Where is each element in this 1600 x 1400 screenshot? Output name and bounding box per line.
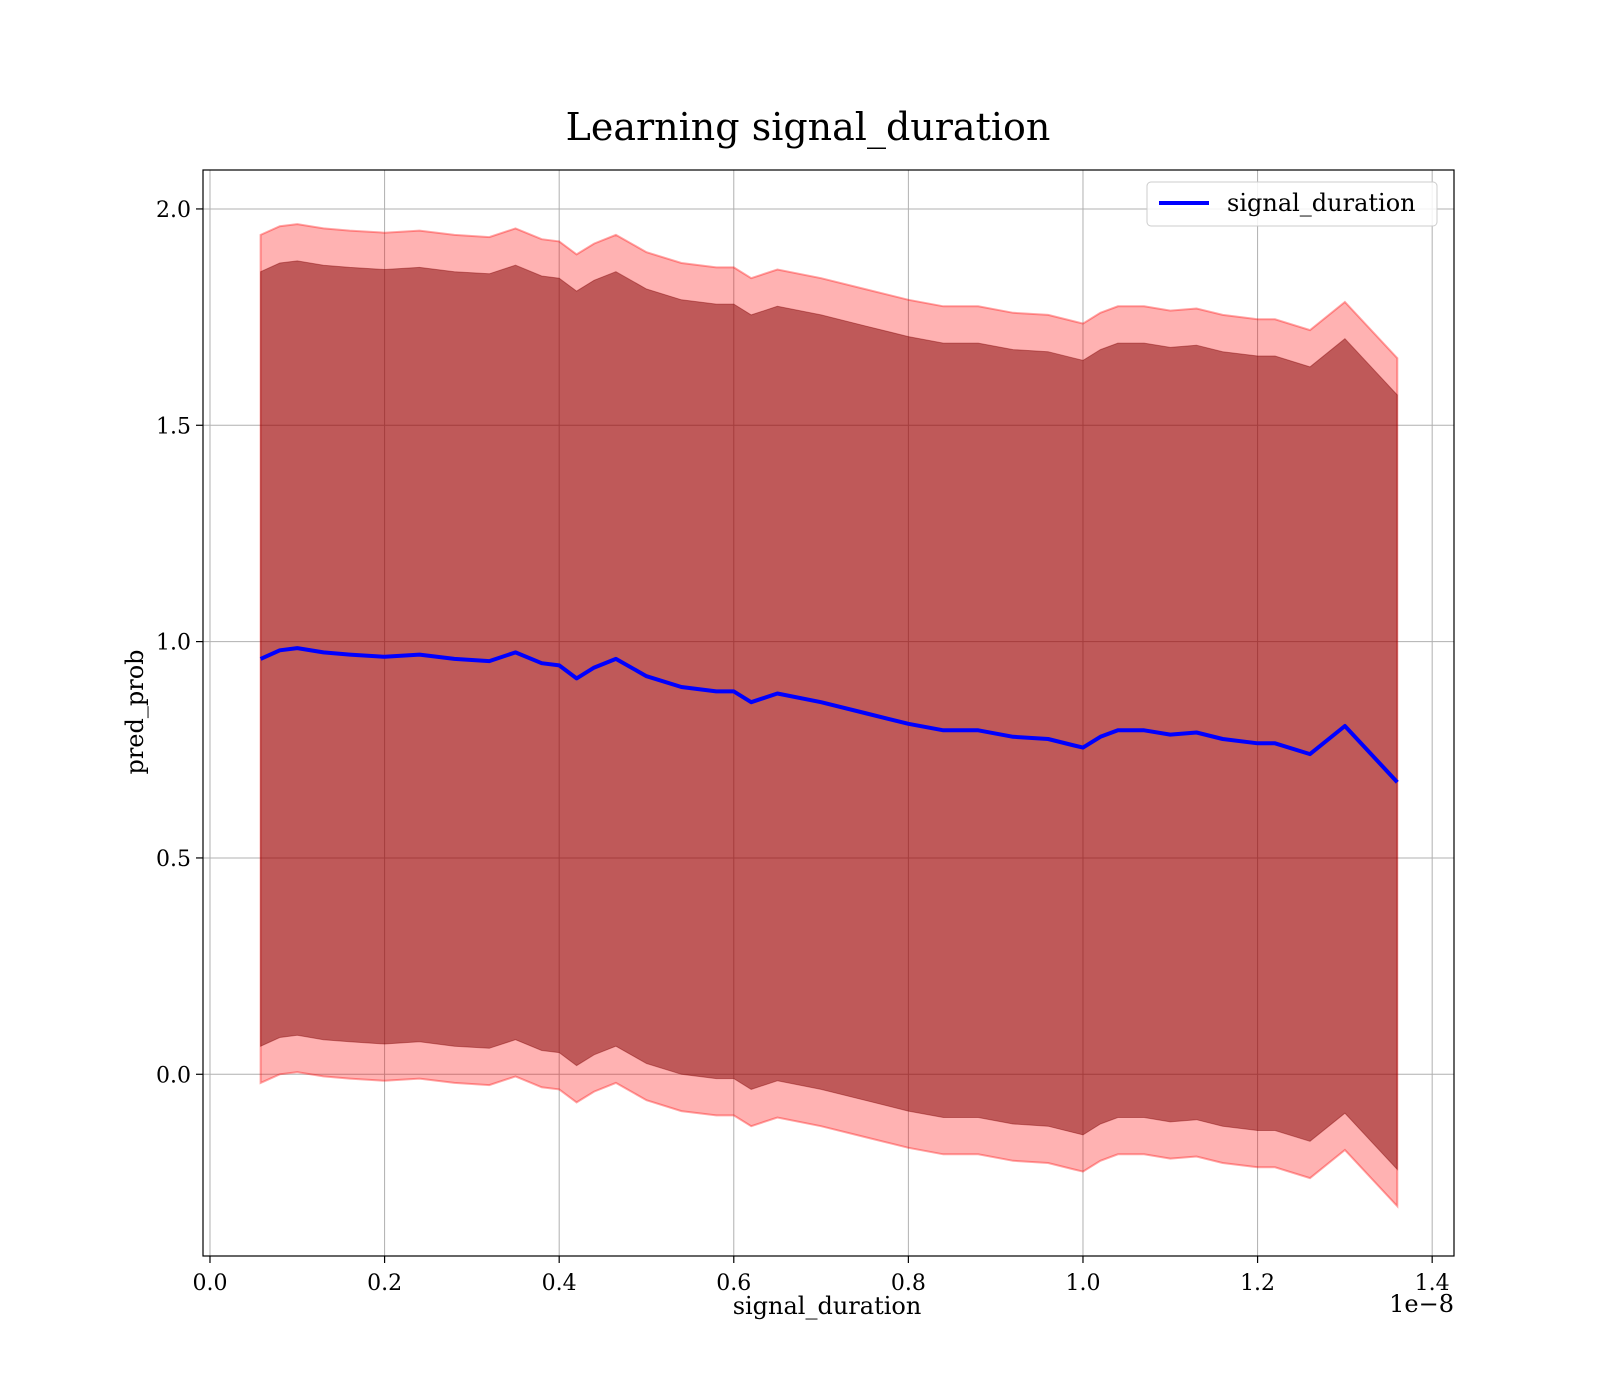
y-tick-label: 0.0 — [156, 1063, 191, 1088]
x-tick-label: 1.2 — [1240, 1271, 1275, 1296]
x-axis-label: signal_duration — [733, 1292, 922, 1320]
legend-label: signal_duration — [1227, 189, 1416, 217]
chart-title: Learning signal_duration — [566, 105, 1051, 150]
x-tick-label: 1.4 — [1415, 1271, 1450, 1296]
x-axis-offset-text: 1e−8 — [1389, 1290, 1454, 1318]
y-tick-label: 2.0 — [156, 198, 191, 223]
series-line — [259, 646, 1399, 784]
x-tick-label: 0.6 — [716, 1271, 751, 1296]
y-tick-label: 1.0 — [156, 631, 191, 656]
plot-area: 0.0 0.2 0.4 0.6 0.8 1.0 1.2 1.4 0.0 0.5 1.0 1.5 2.0 s… — [156, 169, 1455, 1296]
x-tick-label: 0.0 — [192, 1271, 227, 1296]
x-tick-label: 0.4 — [542, 1271, 577, 1296]
x-tick-label: 1.0 — [1065, 1271, 1100, 1296]
x-tick-label: 0.8 — [891, 1271, 926, 1296]
y-tick-label: 1.5 — [156, 414, 191, 439]
axes-frame — [202, 169, 1455, 1257]
x-tick-label: 0.2 — [367, 1271, 402, 1296]
y-axis-label: pred_prob — [121, 649, 149, 774]
legend-box — [1146, 181, 1438, 227]
inner-confidence-band — [260, 260, 1398, 1171]
y-tick-label: 0.5 — [156, 847, 191, 872]
legend: signal_duration — [1146, 181, 1438, 227]
